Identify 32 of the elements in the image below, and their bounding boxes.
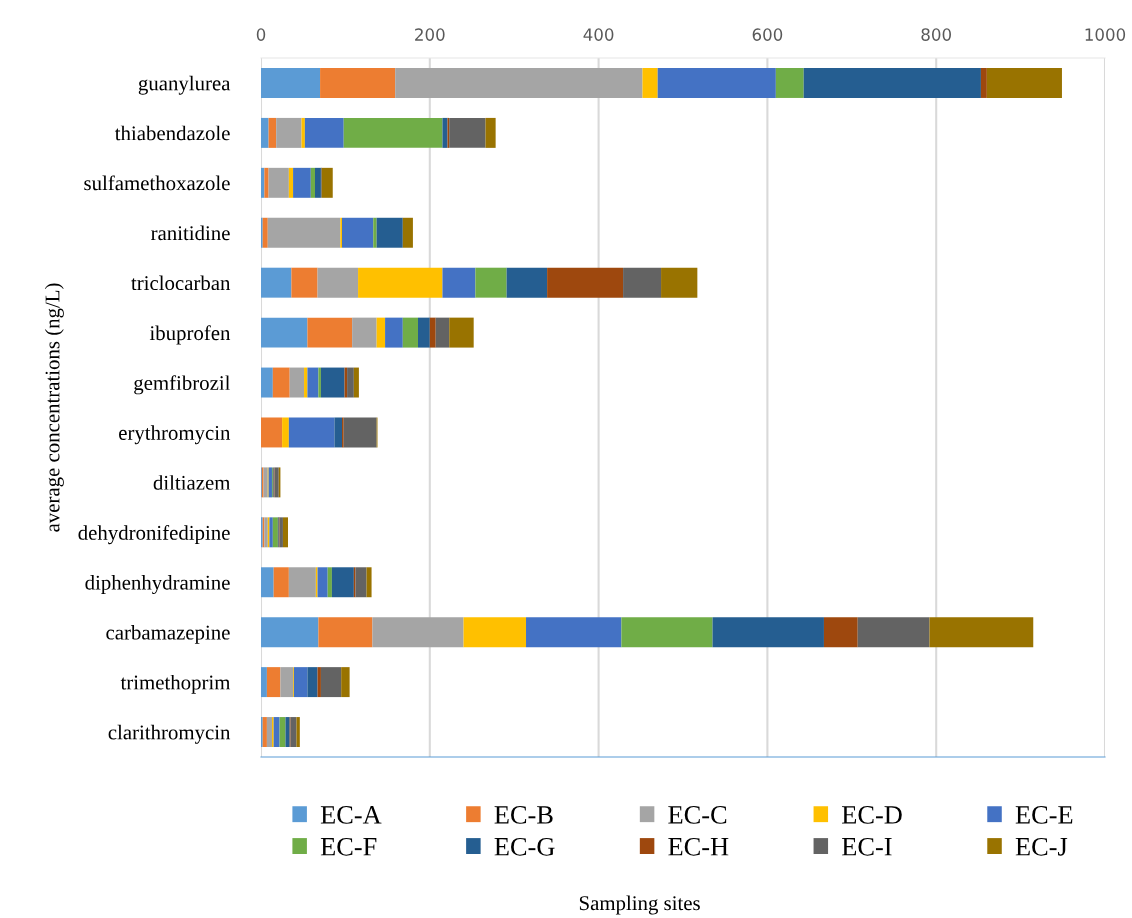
y-tick-label: trimethoprim [120,674,231,694]
y-tick-label: triclocarban [131,275,231,291]
x-tick-label: 600 [752,28,783,41]
y-tick-label: ranitidine [151,225,230,241]
y-tick-label: sulfamethoxazole [84,175,230,191]
y-tick-label: diphenhydramine [85,575,230,594]
y-tick-label: diltiazem [153,475,231,490]
y-tick-label: dehydronifedipine [78,524,230,545]
legend-label: EC-F [320,837,377,856]
y-tick-label: erythromycin [119,425,231,445]
legend-label: EC-C [668,806,727,824]
legend-label: EC-G [494,837,555,856]
legend-label: EC-I [842,837,892,856]
y-tick-label: clarithromycin [108,724,231,744]
y-tick-label: gemfibrozil [134,375,231,395]
legend-label: EC-E [1015,806,1073,824]
x-tick-label: 1000 [1085,28,1126,41]
y-tick-label: ibuprofen [149,325,231,345]
y-axis-title: average concentrations (ng/L) [44,283,64,532]
x-tick-label: 200 [415,28,445,41]
x-tick-label: 800 [921,28,951,41]
x-tick-label: 400 [583,28,614,41]
legend-label: EC-J [1015,837,1068,856]
legend-label: EC-H [668,837,729,856]
legend-label: EC-B [494,806,553,824]
y-tick-label: carbamazepine [106,624,230,644]
text: Sampling sites [579,895,700,915]
x-tick-label: 0 [256,28,266,41]
legend-label: EC-A [320,806,382,824]
legend-label: EC-D [842,806,902,824]
y-tick-label: guanylurea [138,75,231,95]
y-tick-label: thiabendazole [114,125,230,141]
